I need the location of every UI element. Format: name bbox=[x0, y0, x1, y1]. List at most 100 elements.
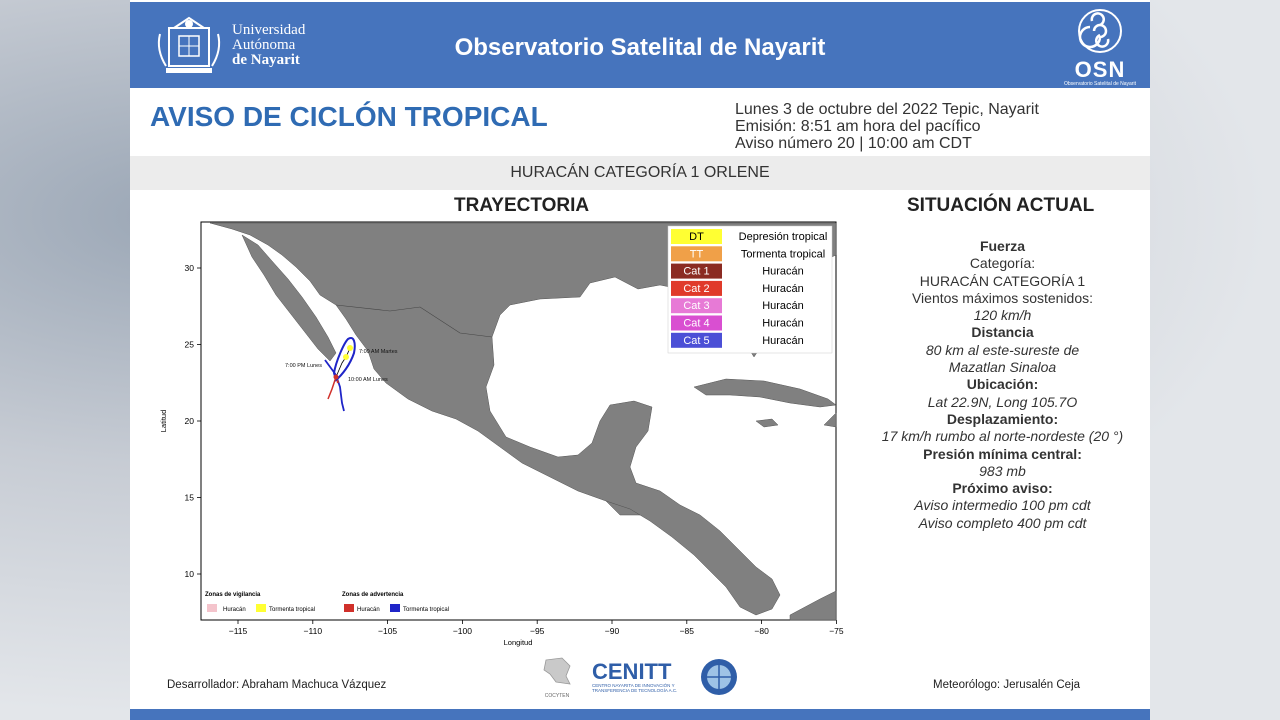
x-tick-label: −90 bbox=[605, 626, 620, 636]
x-tick-label: −95 bbox=[530, 626, 545, 636]
notice-meta: Lunes 3 de octubre del 2022 Tepic, Nayar… bbox=[735, 101, 1039, 152]
legend-swatch bbox=[671, 315, 722, 331]
osn-subtitle: Observatorio Satelital de Nayarit bbox=[1064, 81, 1136, 87]
legend-swatch bbox=[671, 229, 722, 244]
forecast-point-lunes-pm bbox=[343, 354, 349, 360]
legend-code: Cat 5 bbox=[683, 335, 709, 347]
legend-swatch bbox=[671, 246, 722, 262]
cenitt-logo: CENITT CENTRO NAYARITA DE INNOVACIÓN Y T… bbox=[592, 658, 682, 693]
trajectory-title: TRAYECTORIA bbox=[454, 195, 590, 216]
legend-label: Huracán bbox=[762, 283, 804, 295]
warning-hurricane-swatch bbox=[344, 604, 354, 612]
header-bar: Universidad Autónoma de Nayarit Observat… bbox=[130, 2, 1150, 88]
legend-swatch bbox=[671, 298, 722, 314]
meteorologist-credit: Meteorólogo: Jerusalén Ceja bbox=[933, 679, 1081, 691]
legend-label: Huracán bbox=[762, 300, 804, 312]
x-tick-label: −80 bbox=[754, 626, 769, 636]
legend-swatch bbox=[671, 332, 722, 348]
desplazamiento-value: 17 km/h rumbo al norte-nordeste (20 °) bbox=[881, 428, 1124, 445]
legend-code: TT bbox=[690, 248, 704, 260]
y-tick-label: 25 bbox=[185, 340, 195, 350]
osn-logo: OSN Observatorio Satelital de Nayarit bbox=[1064, 8, 1136, 87]
past-track bbox=[327, 376, 337, 400]
y-tick-label: 10 bbox=[185, 569, 195, 579]
current-position bbox=[333, 374, 339, 380]
university-line-1: Universidad bbox=[232, 21, 306, 38]
proximo-line-1: Aviso intermedio 100 pm cdt bbox=[914, 497, 1091, 514]
footer-bar bbox=[130, 709, 1150, 720]
x-axis-ticks: −115 −110 −105 −100 −95 −90 −85 −80 −75 bbox=[229, 620, 844, 636]
sponsor-logos: COCYTEN CENITT CENTRO NAYARITA DE INNOVA… bbox=[540, 654, 738, 699]
ubicacion-heading: Ubicación: bbox=[966, 376, 1039, 393]
vientos-value: 120 km/h bbox=[973, 307, 1032, 324]
osn-swirl-icon bbox=[1078, 9, 1122, 53]
x-tick-label: −105 bbox=[378, 626, 397, 636]
x-tick-label: −100 bbox=[453, 626, 472, 636]
annotation-lunes-am: 10:00 AM Lunes bbox=[348, 377, 388, 383]
legend-code: Cat 2 bbox=[683, 283, 709, 295]
distancia-heading: Distancia bbox=[971, 324, 1034, 341]
y-tick-label: 15 bbox=[185, 493, 195, 503]
x-axis-label: Longitud bbox=[504, 638, 533, 647]
distancia-line-2: Mazatlan Sinaloa bbox=[948, 359, 1057, 376]
forecast-point-martes bbox=[347, 345, 353, 351]
cenitt-subtitle: CENTRO NAYARITA DE INNOVACIÓN Y TRANSFER… bbox=[592, 682, 678, 693]
proximo-line-2: Aviso completo 400 pm cdt bbox=[918, 514, 1087, 531]
y-axis-ticks: 30 25 20 15 10 bbox=[185, 263, 201, 579]
developer-credit: Desarrollador: Abraham Machuca Vázquez bbox=[167, 679, 387, 691]
y-tick-label: 20 bbox=[185, 416, 195, 426]
legend-swatch bbox=[671, 263, 722, 279]
legend-label: Depresión tropical bbox=[739, 231, 828, 243]
legend-code: DT bbox=[689, 231, 704, 243]
tropical-storm-warning-coast bbox=[324, 359, 345, 412]
notice-title: AVISO DE CICLÓN TROPICAL bbox=[150, 101, 548, 132]
watch-hurricane-label: Huracán bbox=[223, 607, 246, 613]
warning-storm-label: Tormenta tropical bbox=[403, 607, 449, 613]
us-mexico-border bbox=[335, 304, 493, 338]
vientos-label: Vientos máximos sostenidos: bbox=[911, 289, 1094, 306]
warning-zones-title: Zonas de advertencia bbox=[342, 592, 404, 598]
watch-hurricane-swatch bbox=[207, 604, 217, 612]
categoria-value: HURACÁN CATEGORÍA 1 bbox=[919, 272, 1086, 289]
header-title: Observatorio Satelital de Nayarit bbox=[454, 34, 826, 61]
ubicacion-value: Lat 22.9N, Long 105.7O bbox=[927, 393, 1078, 410]
cocyten-name: COCYTEN bbox=[544, 693, 570, 699]
cenitt-name: CENITT bbox=[592, 658, 672, 684]
globe-seal-icon bbox=[701, 658, 737, 695]
desplazamiento-heading: Desplazamiento: bbox=[946, 410, 1059, 427]
y-tick-label: 30 bbox=[185, 263, 195, 273]
legend-label: Huracán bbox=[762, 318, 804, 330]
fuerza-heading: Fuerza bbox=[979, 238, 1026, 254]
cocyten-map-icon bbox=[543, 657, 571, 685]
legend-code: Cat 3 bbox=[683, 300, 709, 312]
situation-panel: Fuerza Categoría: HURACÁN CATEGORÍA 1 Vi… bbox=[860, 238, 1145, 532]
x-tick-label: −75 bbox=[829, 626, 844, 636]
proximo-heading: Próximo aviso: bbox=[952, 480, 1053, 497]
watch-zones-title: Zonas de vigilancia bbox=[205, 592, 261, 598]
x-tick-label: −115 bbox=[229, 626, 248, 636]
annotation-lunes-pm: 7:00 PM Lunes bbox=[285, 363, 322, 369]
legend-label: Huracán bbox=[762, 266, 804, 278]
category-legend: DT Depresión tropical TT Tormenta tropical C… bbox=[667, 225, 833, 354]
legend-swatch bbox=[671, 280, 722, 296]
warning-storm-swatch bbox=[390, 604, 400, 612]
notice-date: Lunes 3 de octubre del 2022 Tepic, Nayar… bbox=[735, 101, 1039, 118]
legend-code: Cat 4 bbox=[683, 318, 709, 330]
notice-advisory-number: Aviso número 20 | 10:00 am CDT bbox=[735, 135, 972, 152]
legend-label: Huracán bbox=[762, 335, 804, 347]
y-axis-label: Latitud bbox=[160, 410, 168, 433]
university-logo: Universidad Autónoma de Nayarit bbox=[154, 12, 305, 78]
storm-band: HURACÁN CATEGORÍA 1 ORLENE bbox=[130, 156, 1150, 190]
situation-title: SITUACIÓN ACTUAL bbox=[907, 195, 1095, 216]
forecast-track bbox=[335, 347, 351, 378]
warning-hurricane-label: Huracán bbox=[357, 607, 380, 613]
x-tick-label: −110 bbox=[304, 626, 323, 636]
university-line-3: de Nayarit bbox=[232, 51, 300, 68]
legend-label: Tormenta tropical bbox=[741, 248, 825, 260]
distancia-line-1: 80 km al este-sureste de bbox=[925, 341, 1080, 358]
university-line-2: Autónoma bbox=[232, 36, 296, 53]
presion-heading: Presión mínima central: bbox=[923, 445, 1082, 462]
trajectory-map: 7:00 AM Martes 7:00 PM Lunes 10:00 AM Lu… bbox=[160, 221, 844, 647]
legend-code: Cat 1 bbox=[683, 266, 709, 278]
watch-storm-label: Tormenta tropical bbox=[269, 607, 315, 613]
